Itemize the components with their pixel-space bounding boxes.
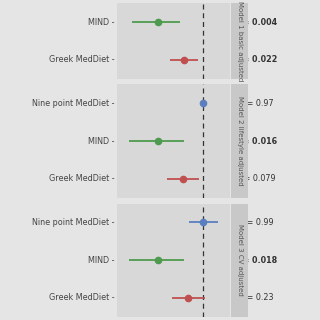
Text: Greek MedDiet -: Greek MedDiet - [49, 174, 114, 183]
Text: p = 0.004: p = 0.004 [235, 18, 277, 27]
Text: p = 0.97: p = 0.97 [239, 99, 273, 108]
Text: Model 1 basic adjusted: Model 1 basic adjusted [236, 1, 243, 81]
Text: Model 3 CV adjusted: Model 3 CV adjusted [236, 224, 243, 296]
Text: Nine point MedDiet -: Nine point MedDiet - [32, 99, 114, 108]
Text: p = 0.079: p = 0.079 [236, 174, 276, 183]
Text: p = 0.23: p = 0.23 [239, 293, 273, 302]
Text: Model 2 lifestyle adjusted: Model 2 lifestyle adjusted [236, 96, 243, 186]
Text: MIND -: MIND - [88, 256, 114, 265]
Text: p = 0.022: p = 0.022 [234, 55, 278, 64]
Text: p = 0.016: p = 0.016 [235, 137, 277, 146]
Text: MIND -: MIND - [88, 137, 114, 146]
Text: MIND -: MIND - [88, 18, 114, 27]
Text: Greek MedDiet -: Greek MedDiet - [49, 293, 114, 302]
Text: Nine point MedDiet -: Nine point MedDiet - [32, 218, 114, 227]
Text: p = 0.018: p = 0.018 [234, 256, 278, 265]
Text: p = 0.99: p = 0.99 [239, 218, 273, 227]
Text: Greek MedDiet -: Greek MedDiet - [49, 55, 114, 64]
